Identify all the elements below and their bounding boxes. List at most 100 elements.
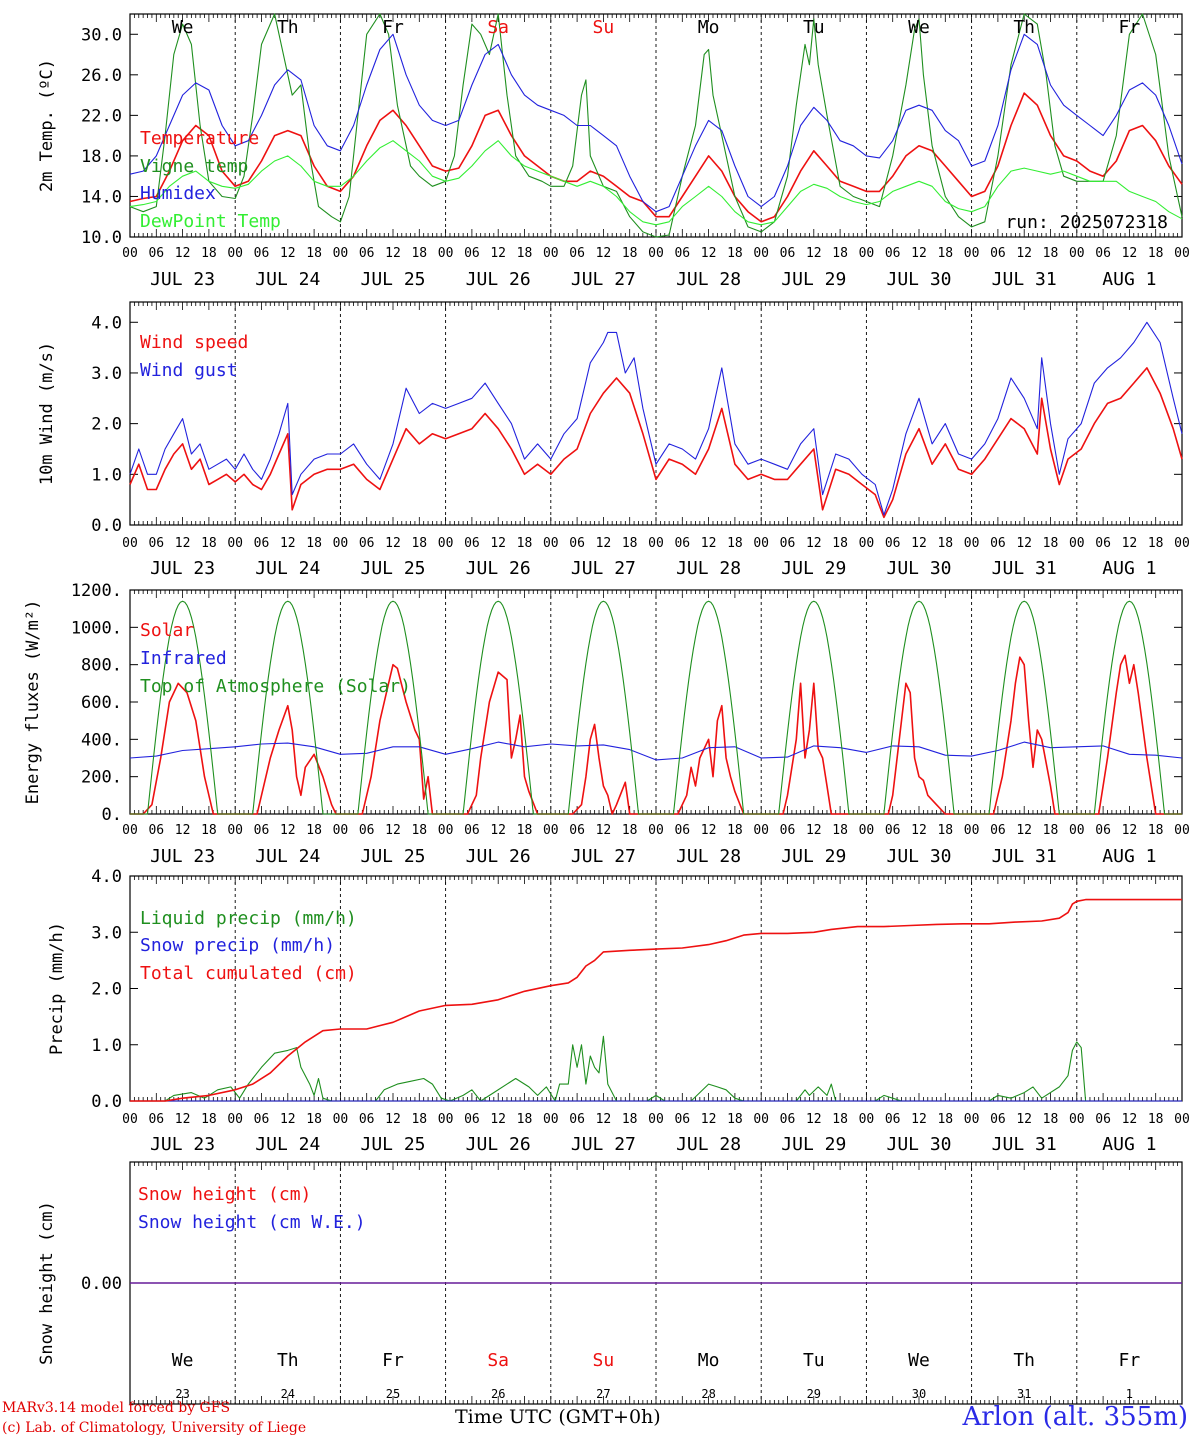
hour-tick-label: 18 (727, 1112, 743, 1127)
y-tick-label: 200. (81, 768, 122, 788)
y-tick-label: 22.0 (81, 106, 122, 126)
y-tick-label: 4.0 (91, 867, 122, 887)
date-label: JUL 31 (992, 1134, 1057, 1155)
hour-tick-label: 12 (1122, 246, 1138, 261)
hour-tick-label: 06 (990, 536, 1006, 551)
hour-tick-label: 12 (280, 1112, 296, 1127)
hour-tick-label: 18 (201, 536, 217, 551)
hour-tick-label: 00 (964, 823, 980, 838)
hour-tick-label: 06 (990, 246, 1006, 261)
date-label: JUL 30 (886, 846, 951, 867)
weekday-label: Th (277, 1350, 299, 1371)
panel-4 (129, 875, 1183, 1102)
hour-tick-label: 06 (254, 1112, 270, 1127)
hour-tick-label: 00 (1174, 823, 1190, 838)
y-tick-label: 1000. (71, 618, 122, 638)
legend-label: Wind gust (140, 360, 238, 381)
date-label: JUL 26 (466, 846, 531, 867)
weekday-label: Mo (698, 1350, 720, 1371)
day-number-label: 27 (596, 1387, 610, 1401)
weekday-label: We (172, 1350, 194, 1371)
hour-tick-label: 00 (753, 1112, 769, 1127)
hour-tick-label: 18 (201, 1112, 217, 1127)
date-label: JUL 28 (676, 1134, 741, 1155)
y-tick-label: 1200. (71, 581, 122, 601)
hour-tick-label: 00 (227, 1112, 243, 1127)
hour-tick-label: 00 (438, 823, 454, 838)
hour-tick-label: 06 (1095, 536, 1111, 551)
hour-tick-label: 12 (701, 536, 717, 551)
date-label: JUL 31 (992, 846, 1057, 867)
date-label: JUL 25 (360, 269, 425, 290)
hour-tick-label: 00 (1174, 536, 1190, 551)
hour-tick-label: 12 (1016, 1112, 1032, 1127)
hour-tick-label: 18 (1148, 536, 1164, 551)
hour-tick-label: 18 (832, 1112, 848, 1127)
hour-tick-label: 12 (175, 536, 191, 551)
legend-label: Top of Atmosphere (Solar) (140, 676, 411, 697)
hour-tick-label: 06 (674, 536, 690, 551)
legend-label: Snow height (cm) (138, 1184, 311, 1205)
hour-tick-label: 12 (1122, 536, 1138, 551)
weekday-label: Fr (1119, 17, 1141, 38)
y-tick-label: 2.0 (91, 980, 122, 1000)
hour-tick-label: 00 (859, 1112, 875, 1127)
plot-frame (129, 589, 1183, 815)
date-label: AUG 1 (1102, 1134, 1156, 1155)
series-humidex (129, 33, 1183, 213)
hour-tick-label: 12 (911, 536, 927, 551)
weekday-label: Mo (698, 17, 720, 38)
hour-tick-label: 00 (964, 246, 980, 261)
hour-tick-label: 06 (148, 823, 164, 838)
weekday-label: Sa (487, 1350, 509, 1371)
hour-tick-label: 06 (359, 246, 375, 261)
hour-tick-label: 06 (885, 823, 901, 838)
y-tick-label: 0.0 (91, 516, 122, 536)
legend-label: Humidex (140, 183, 216, 204)
date-label: JUL 23 (150, 1134, 215, 1155)
hour-tick-label: 06 (780, 536, 796, 551)
hour-tick-label: 12 (385, 246, 401, 261)
weekday-label: We (908, 17, 930, 38)
hour-tick-label: 12 (806, 246, 822, 261)
date-label: JUL 29 (781, 269, 846, 290)
legend-label: Snow precip (mm/h) (140, 935, 335, 956)
y-axis-label: 10m Wind (m/s) (37, 342, 57, 485)
hour-tick-label: 00 (438, 1112, 454, 1127)
lab-credit: (c) Lab. of Climatology, University of L… (2, 1420, 307, 1436)
hour-tick-label: 18 (517, 536, 533, 551)
hour-tick-label: 06 (148, 536, 164, 551)
date-label: JUL 26 (466, 558, 531, 579)
hour-tick-label: 00 (227, 246, 243, 261)
day-number-label: 30 (912, 1387, 926, 1401)
hour-tick-label: 00 (543, 1112, 559, 1127)
hour-tick-label: 12 (385, 1112, 401, 1127)
hour-tick-label: 12 (1016, 823, 1032, 838)
hour-tick-label: 00 (648, 536, 664, 551)
hour-tick-label: 06 (359, 536, 375, 551)
date-label: JUL 25 (360, 558, 425, 579)
series-liquid-precip-mm-h (130, 1035, 1182, 1102)
plot-frame (129, 13, 1183, 238)
hour-tick-label: 12 (911, 823, 927, 838)
weekday-label: Su (593, 17, 615, 38)
day-number-label: 26 (491, 1387, 505, 1401)
y-tick-label: 0.0 (91, 1092, 122, 1112)
hour-tick-label: 18 (727, 536, 743, 551)
y-tick-label: 2.0 (91, 415, 122, 435)
hour-tick-label: 18 (937, 823, 953, 838)
hour-tick-label: 12 (596, 246, 612, 261)
hour-tick-label: 12 (806, 536, 822, 551)
weekday-label: We (908, 1350, 930, 1371)
hour-tick-label: 18 (832, 246, 848, 261)
panel-3 (129, 589, 1183, 815)
date-label: JUL 23 (150, 269, 215, 290)
hour-tick-label: 18 (306, 823, 322, 838)
y-tick-label: 1.0 (91, 465, 122, 485)
weekday-label: Th (277, 17, 299, 38)
hour-tick-label: 06 (569, 536, 585, 551)
hour-tick-label: 00 (227, 823, 243, 838)
y-tick-label: 0. (102, 805, 122, 825)
hour-tick-label: 18 (306, 1112, 322, 1127)
hour-tick-label: 12 (806, 823, 822, 838)
